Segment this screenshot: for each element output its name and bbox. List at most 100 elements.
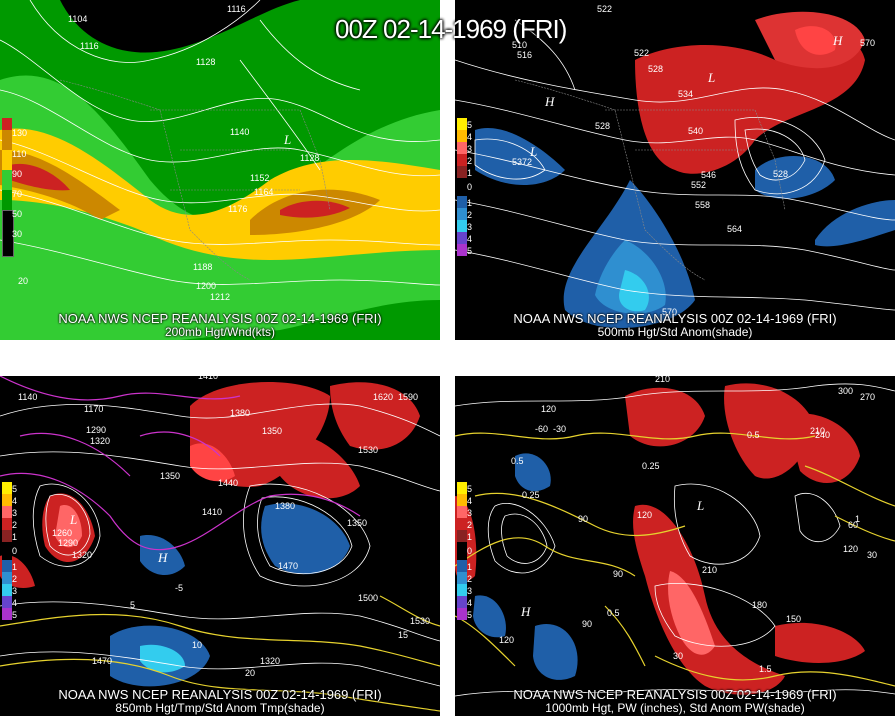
legend-swatch	[457, 142, 467, 154]
contour-label: 30	[867, 550, 877, 560]
panel-caption-bottom: 200mb Hgt/Wnd(kts)	[164, 325, 276, 339]
high-pressure-marker: H	[157, 550, 168, 565]
panel-caption-bottom: 850mb Hgt/Tmp/Std Anom Tmp(shade)	[115, 701, 325, 715]
panel-caption-top: NOAA NWS NCEP REANALYSIS 00Z 02-14-1969 …	[58, 311, 382, 326]
legend-label: 5	[467, 120, 473, 130]
map-500mb	[455, 0, 895, 340]
legend-swatch-50	[2, 190, 12, 210]
contour-label: 1	[855, 514, 860, 524]
legend-label: 0	[12, 546, 18, 556]
legend-swatch	[457, 154, 467, 166]
contour-label: 10	[192, 640, 202, 650]
legend-label: 4	[467, 496, 473, 506]
legend-swatch	[457, 130, 467, 142]
contour-label: 1170	[84, 404, 103, 414]
contour-label: 1350	[160, 471, 180, 481]
contour-label: 1440	[218, 478, 238, 488]
legend-label: 110	[12, 149, 27, 159]
legend-swatch	[457, 220, 467, 232]
contour-label: 1212	[210, 292, 230, 302]
legend-swatch	[457, 530, 467, 542]
legend-swatch	[457, 572, 467, 584]
legend-label: 3	[12, 508, 18, 518]
contour-label: 0.25	[642, 461, 660, 471]
contour-label: 240	[815, 430, 830, 440]
legend-swatch	[457, 118, 467, 130]
legend-label: 4	[12, 598, 18, 608]
contour-label: 120	[541, 404, 556, 414]
legend-label: 2	[467, 210, 473, 220]
low-pressure-marker: L	[69, 512, 77, 527]
panel-850mb: 5 4 3 2 1 0 1 2 3 4 5 1440 1410 1620 159…	[0, 376, 440, 716]
panel-caption-top: NOAA NWS NCEP REANALYSIS 00Z 02-14-1969 …	[513, 311, 837, 326]
legend-swatch	[2, 518, 12, 530]
contour-label: 1290	[58, 538, 78, 548]
low-pressure-marker: L	[283, 132, 291, 147]
contour-label: 90	[582, 619, 592, 629]
legend-swatch-110	[2, 130, 12, 150]
contour-label: 150	[786, 614, 801, 624]
high-pressure-marker: H	[544, 94, 555, 109]
legend-swatch	[457, 608, 467, 620]
legend-label: 4	[467, 132, 473, 142]
labels-500mb: 522 516 510 522 528 534 540 546 552 558 …	[512, 4, 875, 317]
contour-label: 15	[398, 630, 408, 640]
contour-label: 120	[499, 635, 514, 645]
legend-label: 4	[467, 234, 473, 244]
contour-label: 1260	[52, 528, 72, 538]
legend-label: 130	[12, 128, 28, 138]
high-pressure-marker: H	[832, 33, 843, 48]
legend-swatch	[457, 494, 467, 506]
low-pressure-marker: L	[529, 144, 537, 159]
legend-label: 90	[12, 169, 23, 179]
legend-label: 5	[12, 610, 18, 620]
contour-label: 528	[773, 169, 788, 179]
contour-label: 120	[843, 544, 858, 554]
legend-label: 1	[467, 532, 473, 542]
contour-label: 522	[634, 48, 649, 58]
legend-label: 1	[12, 562, 18, 572]
legend-label: 3	[467, 222, 473, 232]
low-pressure-marker: L	[707, 70, 715, 85]
contour-label: 1.5	[759, 664, 772, 674]
contour-label: 20	[245, 668, 255, 678]
contour-label: 210	[702, 565, 717, 575]
legend-swatch	[457, 208, 467, 220]
legend-label: 3	[12, 586, 18, 596]
legend-swatch	[457, 542, 467, 560]
legend-swatch	[457, 196, 467, 208]
legend-label: 2	[12, 574, 18, 584]
panel-500mb: 5 4 3 2 1 0 1 2 3 4 5 522 516 510 522 52…	[455, 0, 895, 340]
contour-label: 1410	[202, 507, 222, 517]
contour-label: 210	[655, 376, 670, 384]
contour-label: 180	[752, 600, 767, 610]
contour-label: 1164	[254, 187, 273, 197]
legend-label: 0	[467, 546, 473, 556]
high-pressure-marker: H	[520, 604, 531, 619]
contour-label: 1320	[90, 436, 110, 446]
contour-label: 1350	[262, 426, 282, 436]
legend-swatch	[457, 166, 467, 178]
labels-1000mb: 210 180 150 300 270 240 210 -60 -30 120 …	[499, 376, 877, 674]
legend-label: 4	[12, 496, 18, 506]
contour-label: 1116	[227, 4, 246, 14]
contour-label: 0.5	[607, 608, 620, 618]
contour-label: 534	[678, 89, 693, 99]
legend-swatch	[457, 482, 467, 494]
contour-label: 20	[18, 276, 28, 286]
contour-label: 1530	[410, 616, 430, 626]
labels-200mb: 1104 1116 1116 1128 1140 1128 1152 1164 …	[18, 4, 319, 302]
legend-swatch	[2, 572, 12, 584]
contour-label: 510	[512, 40, 527, 50]
legend-swatch	[457, 560, 467, 572]
legend-swatch-130	[2, 118, 12, 130]
contour-label: 546	[701, 170, 716, 180]
contour-label: 1140	[230, 127, 249, 137]
contour-label: 1380	[230, 408, 250, 418]
legend-swatch	[457, 518, 467, 530]
legend-label: 3	[467, 508, 473, 518]
legend-label: 2	[467, 574, 473, 584]
contour-label: 270	[860, 392, 875, 402]
contour-label: 1152	[250, 173, 269, 183]
legend-swatch-30	[2, 210, 14, 257]
